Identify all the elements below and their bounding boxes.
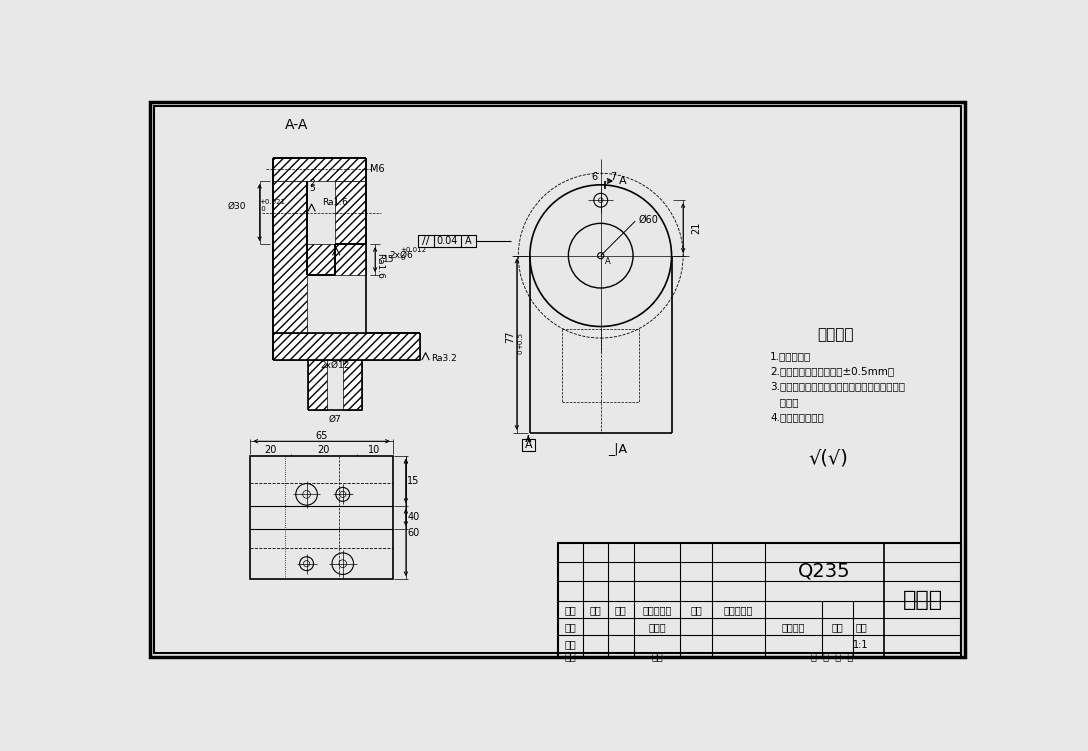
Text: 21: 21	[692, 222, 702, 234]
Bar	[558, 543, 961, 657]
Text: +0.012: +0.012	[400, 247, 426, 253]
Text: +0.021: +0.021	[259, 199, 285, 205]
Text: 4.去除毛刷飞边。: 4.去除毛刷飞边。	[770, 412, 824, 422]
Text: 共  张  第  张: 共 张 第 张	[811, 651, 853, 661]
Bar	[307, 181, 335, 244]
Bar	[273, 181, 307, 333]
Text: M6: M6	[370, 164, 384, 174]
Text: A: A	[524, 440, 532, 450]
Text: 镳模坐: 镳模坐	[903, 590, 942, 610]
Text: 设计: 设计	[565, 623, 577, 632]
Text: 2xØ12: 2xØ12	[320, 361, 349, 370]
Text: A: A	[465, 236, 471, 246]
Text: Q235: Q235	[798, 562, 851, 581]
Bar	[343, 360, 362, 409]
Bar	[307, 244, 335, 275]
Text: 处数: 处数	[590, 605, 602, 615]
Text: //: //	[422, 236, 430, 246]
Text: 0.04: 0.04	[436, 236, 457, 246]
Text: +0.5: +0.5	[518, 332, 523, 349]
Text: 干净。: 干净。	[770, 397, 799, 407]
Text: 3.铸件表面应平整，浇口、毛刷、粘沙等应清除: 3.铸件表面应平整，浇口、毛刷、粘沙等应清除	[770, 382, 905, 391]
Text: Ra1.6: Ra1.6	[322, 198, 348, 207]
Text: 年、月、日: 年、月、日	[724, 605, 753, 615]
Text: 40: 40	[408, 512, 420, 523]
Text: 0: 0	[518, 350, 523, 354]
Bar	[273, 158, 366, 181]
Text: 更改文件号: 更改文件号	[642, 605, 671, 615]
Text: 0: 0	[400, 255, 405, 261]
Text: A-A: A-A	[285, 118, 308, 131]
Text: 15: 15	[407, 475, 420, 485]
Text: √(√): √(√)	[808, 448, 848, 468]
Text: Ø30: Ø30	[228, 202, 247, 211]
Bar	[308, 360, 327, 409]
Text: Ra1.6: Ra1.6	[375, 253, 384, 279]
Text: 比例: 比例	[855, 623, 867, 632]
Text: 60: 60	[408, 528, 420, 538]
Text: 20: 20	[264, 445, 276, 454]
Text: 5: 5	[310, 184, 316, 193]
Bar	[335, 244, 366, 275]
Text: 15: 15	[383, 255, 394, 264]
Text: 阶段标记: 阶段标记	[781, 623, 805, 632]
Bar	[335, 181, 366, 244]
Text: 2xØ6: 2xØ6	[390, 251, 412, 260]
Text: 分区: 分区	[615, 605, 627, 615]
Text: A: A	[605, 258, 610, 267]
Text: 1.时效处理。: 1.时效处理。	[770, 351, 812, 360]
Text: Ra3.2: Ra3.2	[431, 354, 457, 363]
Text: 65: 65	[316, 431, 327, 441]
Text: 工艺: 工艺	[565, 651, 577, 661]
Text: 标准化: 标准化	[648, 623, 666, 632]
Text: 标记: 标记	[565, 605, 577, 615]
Text: Ø60: Ø60	[639, 215, 659, 225]
Text: 0: 0	[259, 207, 265, 213]
Text: 10: 10	[368, 445, 381, 454]
Bar	[250, 456, 393, 579]
Text: 签名: 签名	[690, 605, 702, 615]
Text: 批准: 批准	[651, 651, 663, 661]
Text: 技术要求: 技术要求	[817, 327, 854, 342]
Text: 6: 6	[592, 172, 597, 182]
Text: 77: 77	[506, 330, 516, 342]
Text: A: A	[618, 176, 626, 186]
Bar	[522, 439, 534, 451]
Text: 2: 2	[310, 179, 316, 188]
Text: 重量: 重量	[832, 623, 844, 632]
Bar	[307, 181, 335, 244]
Text: 1:1: 1:1	[853, 640, 868, 650]
Text: 2.未注长度尺寸允许偏差±0.5mm。: 2.未注长度尺寸允许偏差±0.5mm。	[770, 366, 894, 376]
Text: Ø7: Ø7	[329, 415, 342, 424]
Text: 审核: 审核	[565, 640, 577, 650]
Bar	[418, 235, 475, 247]
Text: 7: 7	[610, 172, 616, 182]
Bar	[273, 333, 420, 360]
Text: 20: 20	[318, 445, 330, 454]
Text: _|A: _|A	[608, 442, 628, 454]
